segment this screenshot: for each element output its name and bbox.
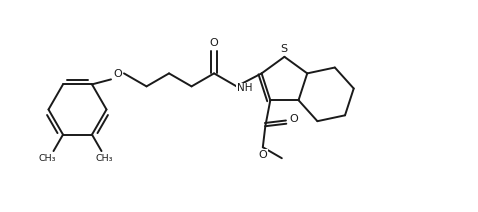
Text: O: O <box>259 150 267 160</box>
Text: NH: NH <box>238 83 253 93</box>
Text: CH₃: CH₃ <box>95 153 113 163</box>
Text: O: O <box>113 69 122 79</box>
Text: O: O <box>290 114 298 124</box>
Text: O: O <box>210 38 218 48</box>
Text: S: S <box>280 44 287 54</box>
Text: CH₃: CH₃ <box>39 153 56 163</box>
